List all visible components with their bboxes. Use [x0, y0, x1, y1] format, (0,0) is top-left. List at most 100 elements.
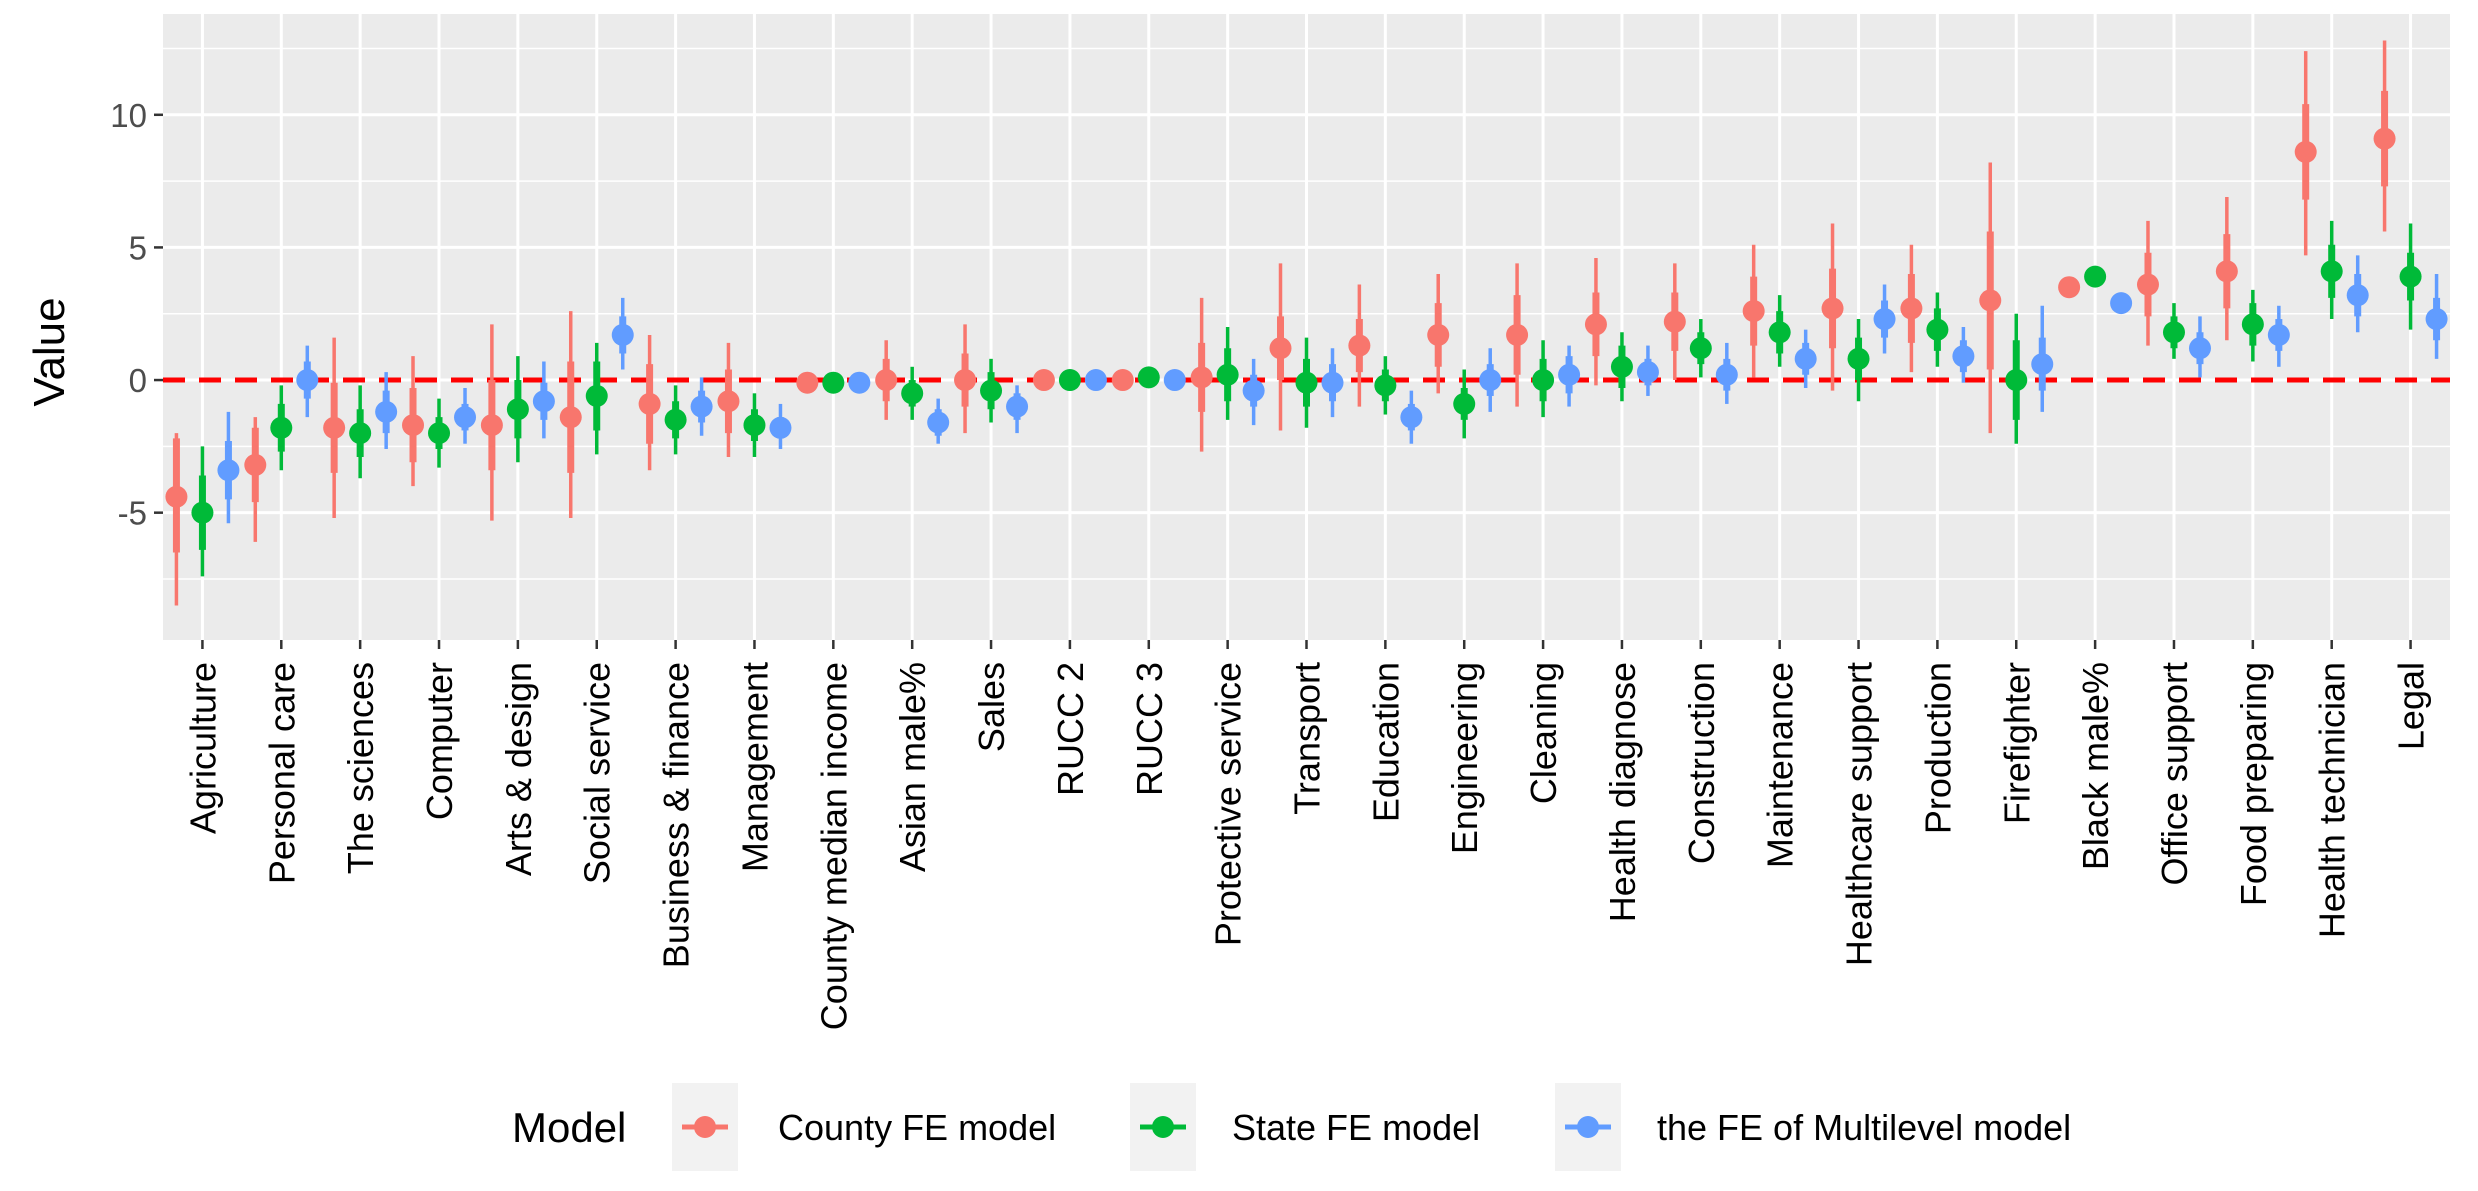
data-point — [769, 416, 792, 439]
x-tick-label: Asian male% — [892, 662, 933, 872]
data-point — [532, 390, 555, 413]
series-1 — [191, 220, 2422, 577]
data-point — [1427, 323, 1450, 346]
data-point — [2110, 292, 2133, 315]
data-point — [1873, 308, 1896, 331]
data-point — [1715, 363, 1738, 386]
data-point — [611, 323, 634, 346]
data-point — [349, 422, 372, 445]
x-tick-label: Healthcare support — [1839, 662, 1880, 966]
data-point — [559, 406, 582, 429]
x-tick-label: Legal — [2391, 662, 2432, 750]
data-point — [1006, 395, 1029, 418]
legend: Model County FE model State FE model the FE… — [512, 1083, 2071, 1171]
data-point — [2346, 284, 2369, 307]
data-point — [1821, 297, 1844, 320]
data-point — [822, 371, 845, 394]
data-point — [2058, 276, 2081, 299]
y-tick-label: 0 — [129, 362, 147, 399]
x-tick-label: Social service — [577, 662, 618, 884]
data-point — [875, 369, 898, 392]
data-point — [2031, 353, 2054, 376]
legend-label: the FE of Multilevel model — [1657, 1107, 2071, 1148]
data-point — [217, 459, 240, 482]
legend-key-point — [694, 1116, 716, 1138]
x-tick-label: County median income — [813, 662, 854, 1030]
data-point — [1689, 337, 1712, 360]
data-point — [1374, 374, 1397, 397]
data-point — [2373, 127, 2396, 150]
x-tick-label: Health diagnose — [1602, 662, 1643, 922]
data-point — [980, 379, 1003, 402]
data-point — [2084, 265, 2107, 288]
data-point — [1636, 361, 1659, 384]
data-point — [1479, 369, 1502, 392]
data-point — [1032, 369, 1055, 392]
x-tick-label: RUCC 3 — [1129, 662, 1170, 796]
legend-item-1: State FE model — [1130, 1083, 1480, 1171]
data-point — [165, 485, 188, 508]
data-point — [454, 406, 477, 429]
legend-key-point — [1152, 1116, 1174, 1138]
data-point — [296, 369, 319, 392]
x-tick-label: Computer — [419, 662, 460, 820]
legend-item-0: County FE model — [672, 1083, 1056, 1171]
legend-label: State FE model — [1232, 1107, 1480, 1148]
data-point — [1216, 363, 1239, 386]
data-point — [901, 382, 924, 405]
data-point — [585, 384, 608, 407]
data-point — [927, 411, 950, 434]
data-point — [2005, 369, 2028, 392]
data-point — [1453, 392, 1476, 415]
legend-label: County FE model — [778, 1107, 1056, 1148]
data-point — [848, 371, 871, 394]
data-point — [664, 408, 687, 431]
data-point — [506, 398, 529, 421]
data-point — [1847, 347, 1870, 370]
data-point — [270, 416, 293, 439]
x-tick-label: Management — [734, 662, 775, 872]
data-point — [1610, 355, 1633, 378]
data-point — [1506, 323, 1529, 346]
data-point — [1137, 366, 1160, 389]
data-point — [1742, 300, 1765, 323]
data-point — [1926, 318, 1949, 341]
data-point — [2241, 313, 2264, 336]
data-point — [1242, 379, 1265, 402]
data-point — [375, 400, 398, 423]
data-point — [1321, 371, 1344, 394]
data-point — [1584, 313, 1607, 336]
y-tick-label: 10 — [110, 97, 147, 134]
x-tick-label: Food preparing — [2233, 662, 2274, 906]
data-point — [1084, 369, 1107, 392]
data-point — [2188, 337, 2211, 360]
x-axis: Agriculture Personal care The sciences Comp… — [182, 640, 2432, 1030]
data-point — [2136, 273, 2159, 296]
data-point — [954, 369, 977, 392]
series-2 — [217, 255, 2448, 524]
x-tick-label: Black male% — [2075, 662, 2116, 870]
data-point — [690, 395, 713, 418]
data-point — [2215, 260, 2238, 283]
x-tick-label: Health technician — [2312, 662, 2353, 938]
data-point — [1900, 297, 1923, 320]
x-tick-label: Protective service — [1208, 662, 1249, 946]
x-tick-label: Firefighter — [1996, 662, 2037, 824]
data-point — [638, 392, 661, 415]
data-point — [2425, 308, 2448, 331]
x-tick-label: Arts & design — [498, 662, 539, 876]
data-point — [428, 422, 451, 445]
data-point — [480, 414, 503, 437]
data-point — [1558, 363, 1581, 386]
x-tick-label: Transport — [1287, 662, 1328, 815]
chart-marks — [165, 40, 2448, 606]
legend-key-point — [1577, 1116, 1599, 1138]
series-0 — [165, 40, 2396, 606]
data-point — [244, 453, 267, 476]
x-tick-label: The sciences — [340, 662, 381, 874]
y-tick-label: -5 — [118, 495, 147, 532]
data-point — [2267, 323, 2290, 346]
x-tick-label: Office support — [2154, 662, 2195, 885]
